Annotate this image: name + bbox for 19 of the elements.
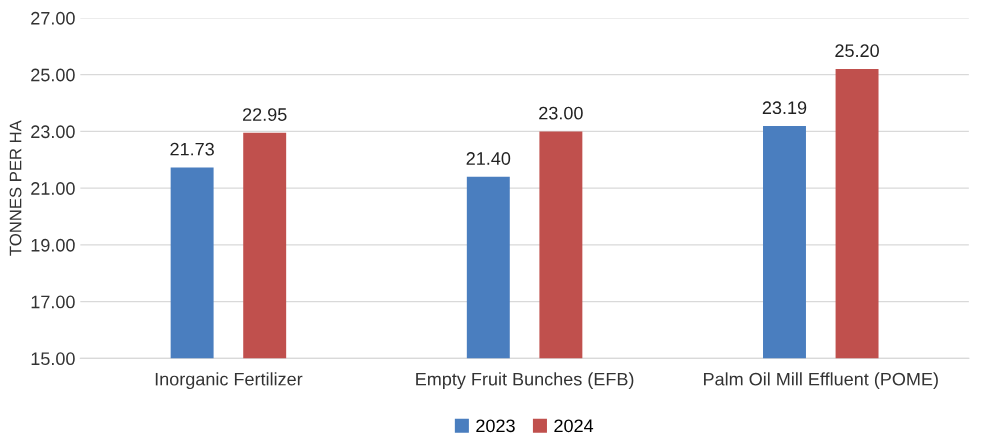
x-tick-label: Palm Oil Mill Effluent (POME) — [704, 372, 938, 390]
y-axis-title: TONNES PER HA — [9, 120, 22, 256]
y-tick-label: 17.00 — [31, 295, 75, 309]
y-tick-label: 27.00 — [31, 11, 75, 25]
data-label: 25.20 — [835, 44, 879, 58]
data-label: 23.00 — [539, 106, 583, 120]
data-label: 21.40 — [466, 152, 511, 165]
legend-label: 2024 — [554, 419, 594, 433]
y-tick-label: 19.00 — [31, 238, 75, 252]
y-tick-label: 23.00 — [31, 125, 75, 139]
data-label: 21.73 — [170, 142, 214, 156]
legend-label: 2023 — [476, 419, 515, 433]
y-tick-label: 15.00 — [31, 352, 75, 366]
x-tick-label: Empty Fruit Bunches (EFB) — [416, 372, 634, 390]
y-tick-label: 21.00 — [31, 182, 75, 195]
y-tick-label: 25.00 — [31, 68, 75, 82]
data-label: 23.19 — [762, 101, 807, 115]
data-label: 22.95 — [243, 108, 287, 121]
x-tick-label: Inorganic Fertilizer — [155, 372, 303, 390]
